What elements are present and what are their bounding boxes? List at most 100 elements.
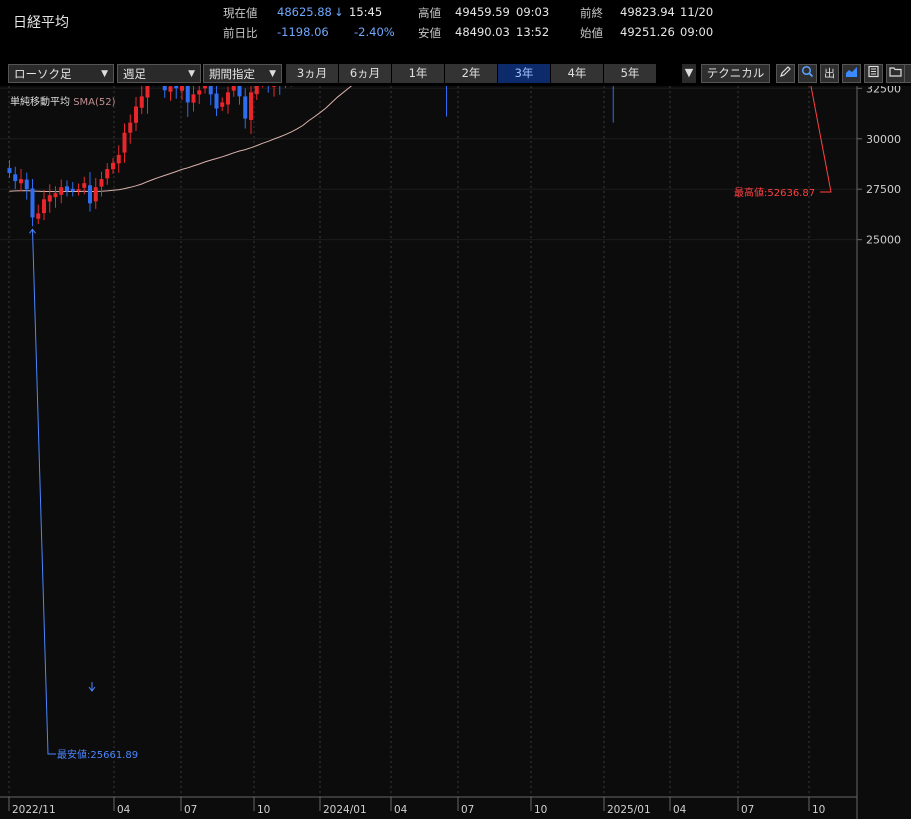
chart-grid xyxy=(0,86,862,797)
period-mode-select[interactable]: 期間指定 ▼ xyxy=(203,64,282,83)
candle-body xyxy=(105,169,110,179)
min-annotation-line xyxy=(32,229,56,755)
period-5y-button[interactable]: 5年 xyxy=(604,64,656,83)
chart-type-select[interactable]: ローソク足 ▼ xyxy=(8,64,114,83)
period-3m-button[interactable]: 3ヵ月 xyxy=(286,64,338,83)
current-label: 現在値 xyxy=(223,6,258,20)
candles-layer xyxy=(7,86,614,227)
x-tick-label: 04 xyxy=(117,804,131,816)
y-axis-labels: 2500027500300003250035000375004000042500… xyxy=(866,86,901,247)
candle-body xyxy=(237,86,242,97)
prev-close-label: 前終 xyxy=(580,6,603,20)
x-tick-label: 04 xyxy=(394,804,408,816)
high-label: 高値 xyxy=(418,6,441,20)
candle-body xyxy=(128,122,133,133)
min-arrow-icon xyxy=(29,228,36,234)
chevron-down-icon: ▼ xyxy=(269,69,276,79)
candle-body xyxy=(145,86,150,98)
candle-body xyxy=(88,185,92,204)
technical-button[interactable]: テクニカル xyxy=(701,64,770,83)
chart-type-value: ローソク足 xyxy=(14,67,72,81)
index-title: 日経平均 xyxy=(13,15,69,31)
indicator-name: 単純移動平均 xyxy=(10,97,70,108)
x-tick-label: 07 xyxy=(461,804,474,816)
candle-body xyxy=(111,162,115,170)
export-icon[interactable]: 出 xyxy=(820,64,839,83)
period-3y-button[interactable]: 3年 xyxy=(498,64,550,83)
candlestick-chart[interactable]: 2500027500300003250035000375004000042500… xyxy=(0,86,911,819)
candle-body xyxy=(208,86,213,95)
chevron-down-icon: ▼ xyxy=(101,69,108,79)
min-annotation: 最安値:25661.89 xyxy=(57,748,138,761)
chevron-down-icon[interactable]: ▼ xyxy=(682,64,696,83)
max-annotation-line xyxy=(810,86,832,193)
annotations-layer: 最高値:52636.87 最安値:25661.89 xyxy=(29,86,832,761)
high-time: 09:03 xyxy=(516,5,550,19)
save-icon[interactable] xyxy=(864,64,883,83)
x-tick-label: 2024/01 xyxy=(323,804,367,816)
candle-body xyxy=(42,199,46,214)
y-tick-label: 25000 xyxy=(866,234,901,247)
period-4y-button[interactable]: 4年 xyxy=(551,64,603,83)
x-tick-label: 04 xyxy=(673,804,687,816)
prev-close-date: 11/20 xyxy=(680,5,714,19)
marker-arrow-icon xyxy=(88,682,96,692)
chart-style-icon[interactable] xyxy=(842,64,861,83)
quote-header xyxy=(0,0,911,60)
period-1y-button[interactable]: 1年 xyxy=(392,64,444,83)
change-pct: -2.40% xyxy=(354,25,395,39)
x-tick-label: 10 xyxy=(812,804,825,816)
down-arrow-icon: ↓ xyxy=(334,5,344,19)
period-6m-button[interactable]: 6ヵ月 xyxy=(339,64,391,83)
y-tick-label: 30000 xyxy=(866,133,901,146)
candle-body xyxy=(65,186,69,192)
candle-body xyxy=(93,187,98,202)
candle-body xyxy=(191,94,196,103)
current-value: 48625.88 xyxy=(277,5,332,19)
candle-body xyxy=(272,86,276,87)
candle-body xyxy=(254,86,259,95)
candle-body xyxy=(13,174,18,182)
x-tick-label: 10 xyxy=(534,804,547,816)
candle-body xyxy=(162,86,167,91)
candle-body xyxy=(116,154,121,164)
candle-body xyxy=(168,86,173,92)
zoom-icon[interactable] xyxy=(798,64,817,83)
candle-body xyxy=(226,92,230,105)
candle-body xyxy=(47,195,52,202)
x-tick-label: 2025/01 xyxy=(607,804,651,816)
candle-body xyxy=(243,96,248,119)
x-tick-label: 2022/11 xyxy=(12,804,56,816)
candle-body xyxy=(139,96,144,108)
candle-body xyxy=(122,132,127,153)
x-tick-label: 07 xyxy=(741,804,754,816)
candle-body xyxy=(99,179,104,187)
candle-body xyxy=(59,187,64,195)
candle-body xyxy=(19,179,23,184)
y-tick-label: 27500 xyxy=(866,183,901,196)
candle-body xyxy=(134,106,138,123)
candle-body xyxy=(76,189,81,191)
folder-icon[interactable] xyxy=(886,64,905,83)
pencil-icon[interactable] xyxy=(776,64,795,83)
sma-layer xyxy=(9,86,353,193)
low-time: 13:52 xyxy=(516,25,550,39)
y-tick-label: 32500 xyxy=(866,86,901,95)
period-2y-button[interactable]: 2年 xyxy=(445,64,497,83)
current-time: 15:45 xyxy=(349,5,383,19)
x-tick-label: 10 xyxy=(257,804,270,816)
indicator-param: SMA(52) xyxy=(73,97,116,108)
candle-body xyxy=(220,102,225,107)
candle-body xyxy=(70,188,75,192)
candle-body xyxy=(174,86,179,89)
window-icon[interactable] xyxy=(904,64,911,83)
candle-body xyxy=(53,193,58,198)
sma-line xyxy=(9,86,353,193)
candle-body xyxy=(82,183,87,188)
indicator-label: 単純移動平均 SMA(52) xyxy=(10,93,116,108)
candle-body xyxy=(203,86,207,89)
candle-body xyxy=(180,86,184,91)
x-axis-labels: 2022/11 04 07 10 2024/01 04 07 10 2025/01 04 07 10 xyxy=(8,797,825,816)
interval-select[interactable]: 週足 ▼ xyxy=(117,64,201,83)
open-label: 始値 xyxy=(580,26,603,40)
